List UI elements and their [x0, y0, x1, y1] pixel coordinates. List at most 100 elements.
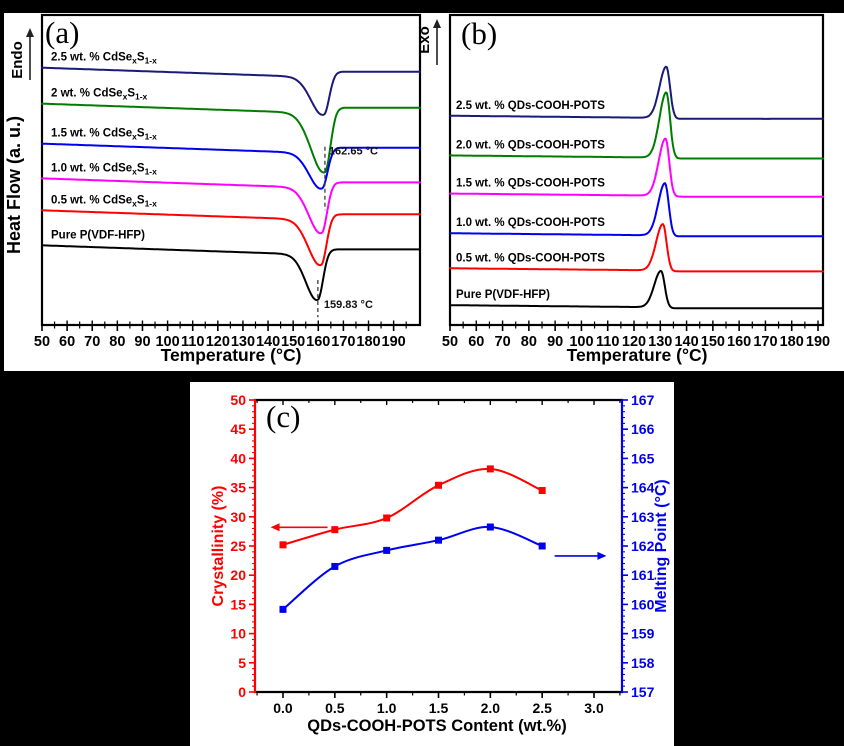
right-axis-arrow-head	[597, 551, 607, 560]
crystallinity-axis-title: Crystallinity (%)	[210, 485, 227, 607]
curve-label-1-5-wt-qds-cooh-pots: 1.5 wt. % QDs-COOH-POTS	[456, 178, 605, 190]
curve-pure-p-vdf-hfp	[41, 244, 421, 301]
direction-arrow-head	[433, 19, 441, 28]
curve-crystallinity	[282, 467, 544, 546]
data-point-crystallinity	[486, 465, 494, 473]
x-tick-label: 1.5	[429, 700, 449, 716]
x-tick-label: 170	[331, 334, 355, 350]
x-tick-label: 160	[306, 334, 330, 350]
panel-b-plot: 50 60 70 80 90 100 110 120 130 140 150 160 170 180 190…	[433, 13, 830, 350]
curve-pure-p-vdf-hfp	[449, 269, 824, 310]
exo-axis-label: Exo	[416, 26, 433, 54]
left-tick-label: 25	[230, 538, 246, 554]
curve-2-wt-cdsexs1-x	[41, 102, 421, 174]
x-tick-label: 170	[753, 334, 777, 350]
left-axis-arrow-head	[270, 523, 280, 532]
left-tick-label: 5	[238, 655, 246, 671]
data-point-melting-point-c	[538, 542, 546, 550]
curve-0-5-wt-qds-cooh-pots	[449, 223, 824, 273]
x-tick-label: 70	[84, 334, 100, 350]
x-tick-label: 180	[780, 334, 804, 350]
plot-frame-a	[40, 13, 422, 327]
curve-0-5-wt-cdsexs1-x	[41, 209, 421, 267]
left-tick-label: 30	[230, 509, 246, 525]
curve-label-pure-p-vdf-hfp: Pure P(VDF-HFP)	[51, 229, 145, 241]
left-tick-label: 45	[230, 421, 246, 437]
melt-temp-annotation-text: 162.65 °C	[329, 146, 378, 158]
left-tick-label: 0	[238, 684, 246, 700]
x-tick-label: 160	[727, 334, 751, 350]
curve-2-5-wt-qds-cooh-pots	[449, 65, 824, 120]
curve-label-0-5-wt-qds-cooh-pots: 0.5 wt. % QDs-COOH-POTS	[456, 252, 605, 264]
left-tick-label: 40	[230, 450, 246, 466]
curve-label-1-5-wt-cdsexs1-x: 1.5 wt. % CdSexS1-x	[51, 128, 157, 142]
panel-letter-a: (a)	[45, 15, 80, 50]
right-tick-label: 160	[631, 596, 655, 612]
right-tick-label: 163	[631, 509, 655, 525]
curve-label-1-0-wt-qds-cooh-pots: 1.0 wt. % QDs-COOH-POTS	[456, 217, 605, 229]
curve-2-5-wt-cdsexs1-x	[41, 66, 421, 116]
right-tick-label: 158	[631, 655, 655, 671]
data-point-melting-point-c	[279, 605, 287, 613]
x-tick-label: 150	[281, 334, 305, 350]
x-tick-label: 140	[256, 334, 280, 350]
x-tick-label: 80	[521, 334, 537, 350]
panel-letter-c: (c)	[266, 399, 301, 434]
x-tick-label: 60	[468, 334, 484, 350]
x-tick-label: 50	[442, 334, 458, 350]
curve-label-2-wt-cdsexs1-x: 2 wt. % CdSexS1-x	[51, 88, 148, 102]
x-tick-label: 110	[596, 334, 619, 350]
left-tick-label: 20	[230, 567, 246, 583]
x-tick-label: 100	[155, 334, 179, 350]
right-tick-label: 164	[631, 480, 655, 496]
melt-temp-annotation-text: 159.83 °C	[324, 299, 373, 311]
curve-label-2-5-wt-qds-cooh-pots: 2.5 wt. % QDs-COOH-POTS	[456, 100, 605, 112]
heat-flow-axis-title: Heat Flow (a. u.)	[4, 116, 24, 255]
curve-label-1-0-wt-cdsexs1-x: 1.0 wt. % CdSexS1-x	[51, 162, 157, 176]
data-point-crystallinity	[331, 526, 339, 534]
panel-c-background	[190, 382, 674, 746]
x-tick-label: 50	[34, 334, 50, 350]
data-point-melting-point-c	[486, 523, 494, 531]
x-tick-label: 100	[569, 334, 593, 350]
data-point-melting-point-c	[383, 546, 391, 554]
right-tick-label: 162	[631, 538, 655, 554]
x-tick-label: 110	[181, 334, 204, 350]
temperature-axis-title-a: Temperature (°C)	[160, 345, 302, 365]
x-tick-label: 1.0	[377, 700, 397, 716]
x-tick-label: 150	[701, 334, 725, 350]
curve-label-2-5-wt-cdsexs1-x: 2.5 wt. % CdSexS1-x	[51, 52, 157, 66]
curve-1-0-wt-cdsexs1-x	[41, 177, 421, 235]
right-tick-label: 159	[631, 626, 655, 642]
left-tick-label: 10	[230, 626, 246, 642]
temperature-axis-title-b: Temperature (°C)	[566, 345, 708, 365]
x-tick-label: 70	[495, 334, 511, 350]
left-tick-label: 35	[230, 480, 246, 496]
data-point-crystallinity	[538, 487, 546, 495]
panel-letter-b: (b)	[461, 16, 498, 51]
data-point-crystallinity	[383, 514, 391, 522]
x-tick-label: 80	[109, 334, 125, 350]
curve-1-0-wt-qds-cooh-pots	[449, 182, 824, 238]
x-tick-label: 0.0	[273, 700, 293, 716]
x-tick-label: 0.5	[325, 700, 345, 716]
x-tick-label: 90	[134, 334, 150, 350]
curve-2-0-wt-qds-cooh-pots	[449, 91, 824, 160]
melting-point-axis-title: Melting Point (°C)	[653, 479, 670, 613]
curve-label-0-5-wt-cdsexs1-x: 0.5 wt. % CdSexS1-x	[51, 194, 157, 208]
top-panels-background	[4, 13, 844, 371]
x-tick-label: 2.0	[481, 700, 501, 716]
x-tick-label: 2.5	[532, 700, 552, 716]
x-tick-label: 130	[648, 334, 672, 350]
x-tick-label: 180	[356, 334, 380, 350]
left-tick-label: 50	[230, 392, 246, 408]
x-tick-label: 60	[59, 334, 75, 350]
x-tick-label: 120	[622, 334, 646, 350]
panel-c-plot: 0.0 0.5 1.0 1.5 2.0 2.5 3.0 0 5 10 15 20 25 30 35 40 45 5…	[230, 392, 655, 716]
x-tick-label: 90	[547, 334, 563, 350]
left-tick-label: 15	[230, 596, 246, 612]
data-point-crystallinity	[435, 481, 442, 489]
right-tick-label: 167	[631, 392, 655, 408]
curve-1-5-wt-cdsexs1-x	[41, 142, 421, 190]
content-axis-title-c: QDs-COOH-POTS Content (wt.%)	[307, 717, 567, 735]
